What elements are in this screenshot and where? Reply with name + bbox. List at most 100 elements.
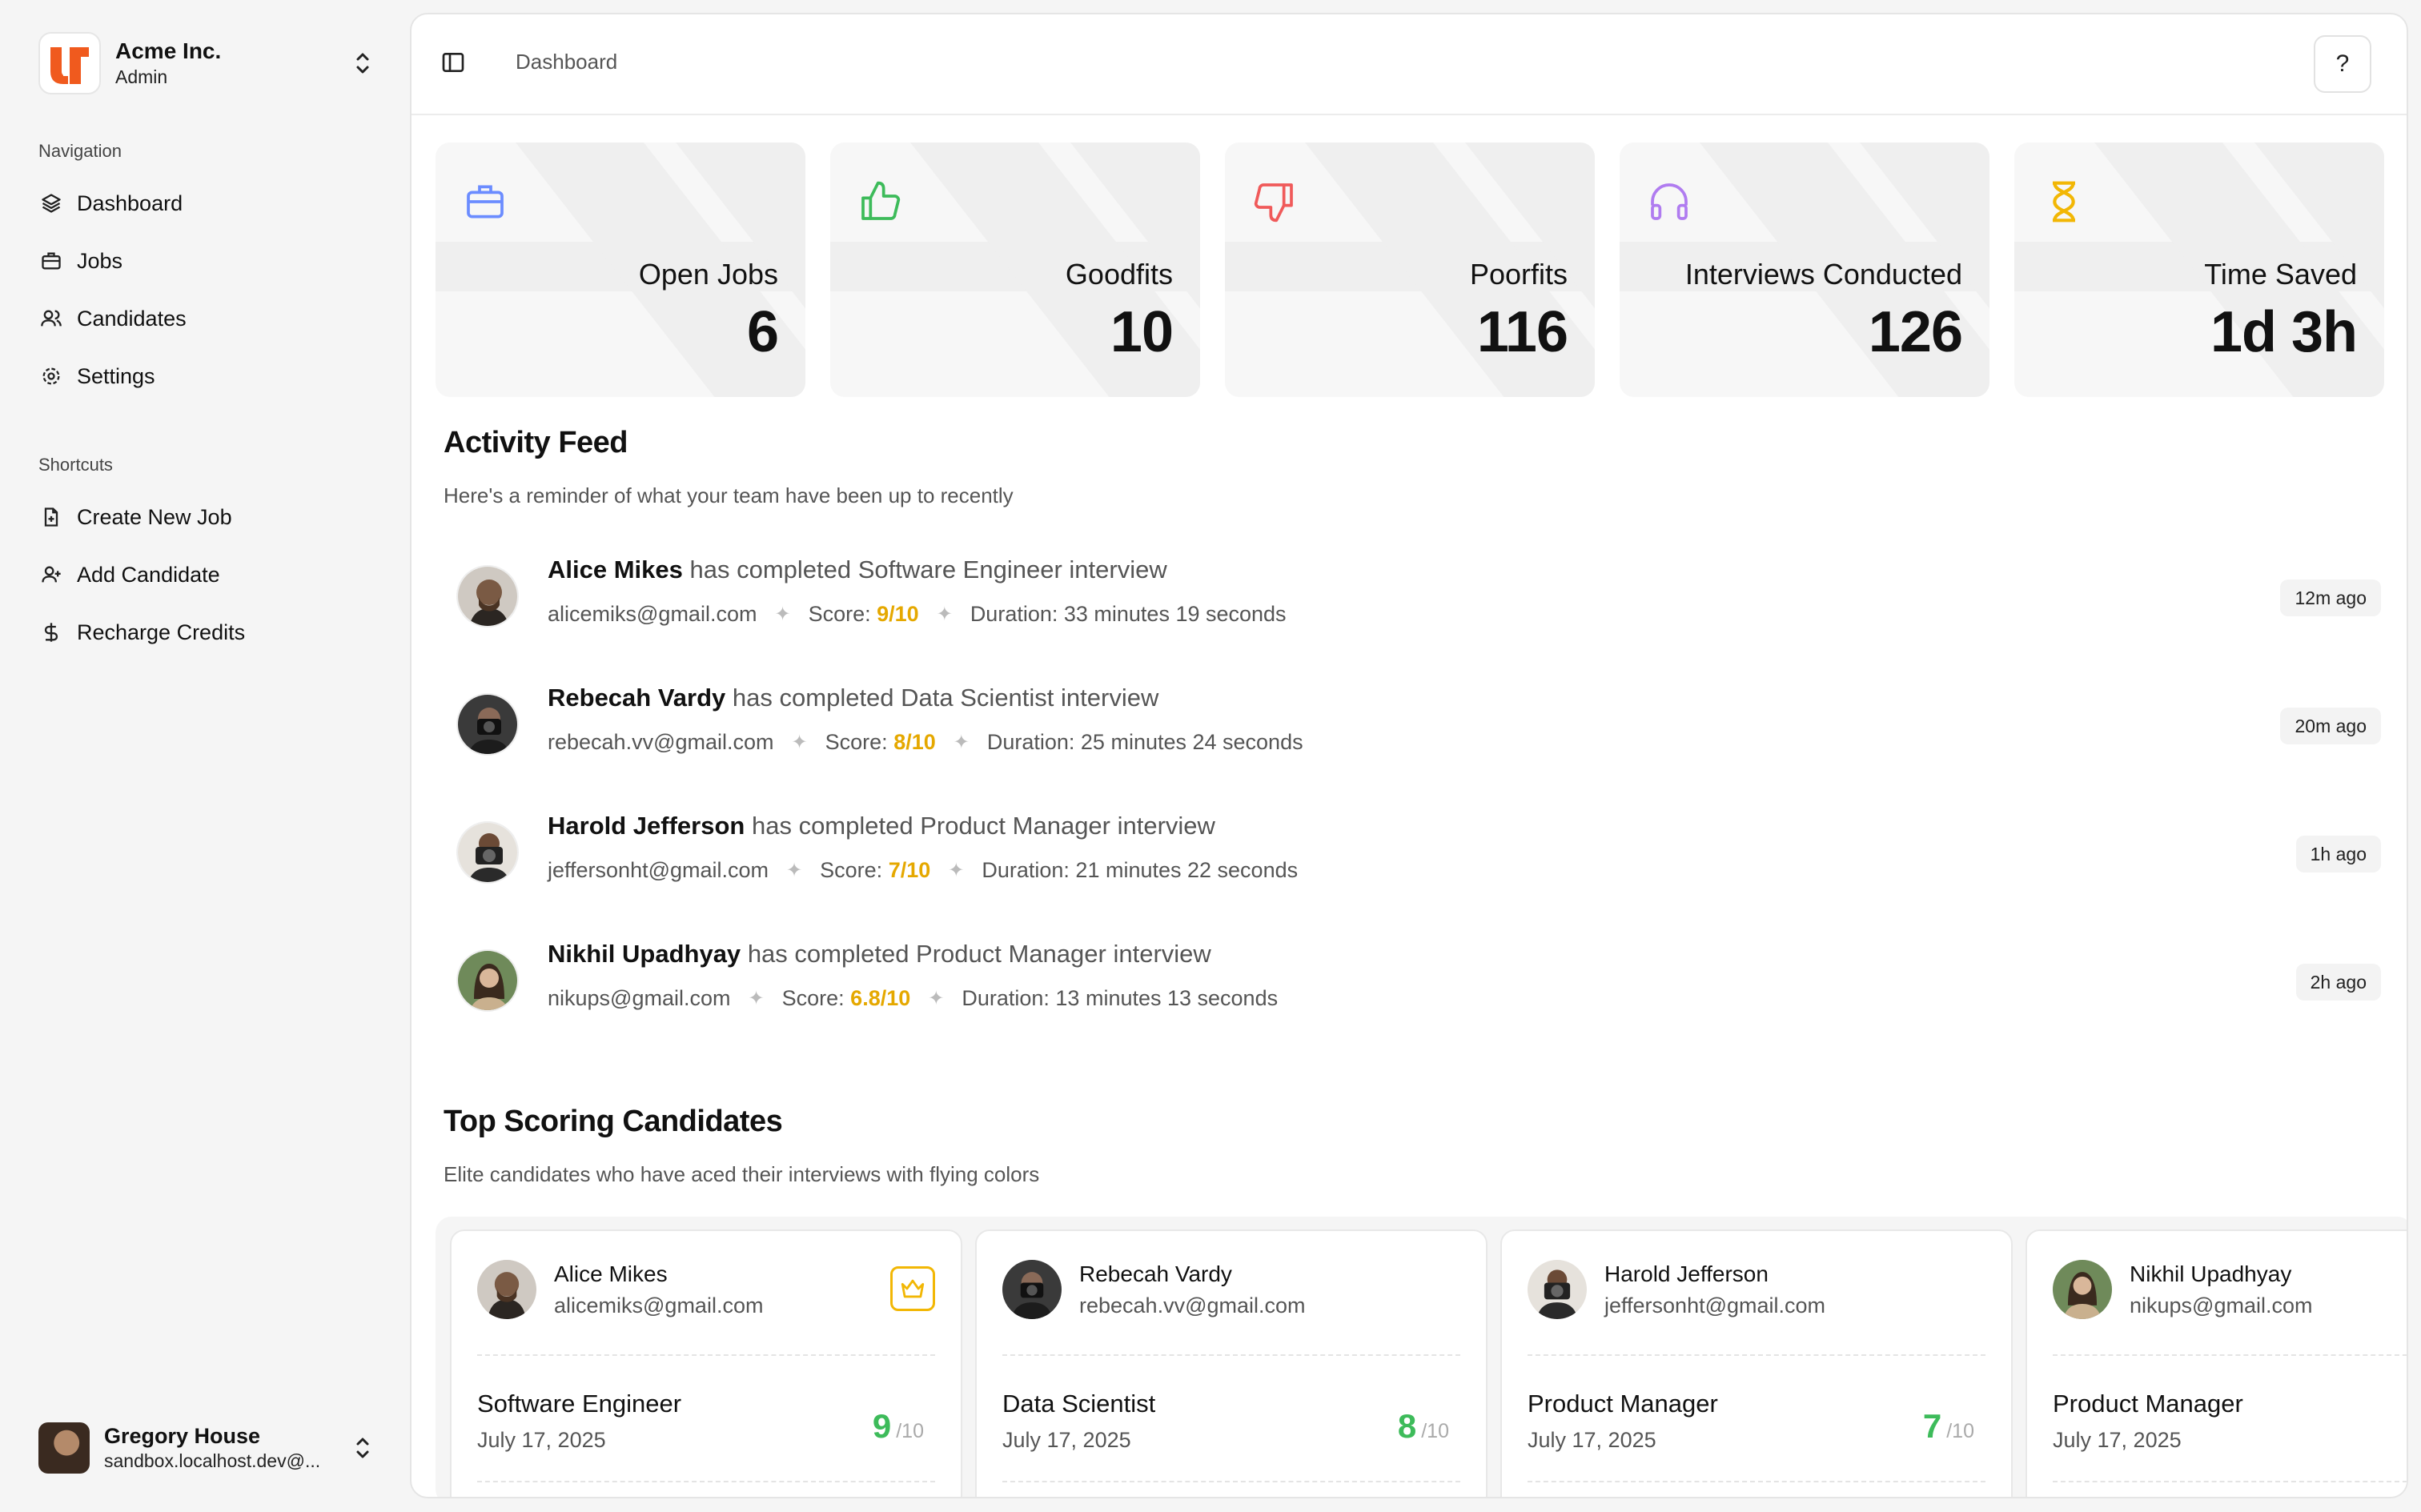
- sparkle-icon: ✦: [928, 988, 945, 1009]
- user-menu[interactable]: Gregory House sandbox.localhost.dev@...: [38, 1422, 375, 1474]
- user-plus-icon: [38, 562, 64, 588]
- shortcuts-section-label: Shortcuts: [38, 455, 113, 475]
- layers-icon: [38, 191, 64, 216]
- score-label: Score:: [781, 986, 845, 1010]
- candidate-card[interactable]: Nikhil Upadhyay nikups@gmail.com Product…: [2026, 1229, 2407, 1497]
- candidate-score: 8/10: [1397, 1407, 1449, 1445]
- activity-item[interactable]: Rebecah Vardy has completed Data Scienti…: [444, 676, 2381, 780]
- activity-name[interactable]: Harold Jefferson: [548, 812, 745, 840]
- sidebar-item-settings[interactable]: Settings: [38, 354, 375, 399]
- candidate-score: 7/10: [1922, 1407, 1974, 1445]
- sidebar-item-label: Settings: [77, 363, 155, 388]
- sidebar-toggle-icon[interactable]: [440, 50, 469, 78]
- stat-value: 126: [1868, 300, 1963, 364]
- activity-name[interactable]: Alice Mikes: [548, 555, 683, 584]
- candidate-card[interactable]: Harold Jefferson jeffersonht@gmail.com P…: [1500, 1229, 2013, 1497]
- activity-score: 6.8/10: [850, 986, 911, 1010]
- avatar: [1002, 1260, 1062, 1319]
- activity-score: 8/10: [893, 730, 936, 754]
- avatar: [456, 693, 519, 756]
- sidebar-item-candidates[interactable]: Candidates: [38, 296, 375, 341]
- chevrons-up-down-icon[interactable]: [351, 1432, 375, 1464]
- candidate-name: Alice Mikes: [554, 1261, 668, 1286]
- main-panel: Dashboard ? Open Jobs 6 Goodfits 10 Poor…: [410, 13, 2408, 1498]
- stat-card-goodfits: Goodfits 10: [830, 142, 1200, 397]
- activity-email: alicemiks@gmail.com: [548, 602, 757, 626]
- nav-section-label: Navigation: [38, 141, 122, 161]
- candidate-role: Product Manager: [2053, 1390, 2243, 1418]
- shortcut-add-candidate[interactable]: Add Candidate: [38, 552, 375, 597]
- candidate-date: July 17, 2025: [1528, 1428, 1656, 1452]
- candidate-card[interactable]: Rebecah Vardy rebecah.vv@gmail.com Data …: [975, 1229, 1488, 1497]
- help-button[interactable]: ?: [2314, 35, 2371, 93]
- activity-duration: Duration: 13 minutes 13 seconds: [962, 986, 1279, 1010]
- sidebar-item-jobs[interactable]: Jobs: [38, 239, 375, 283]
- avatar: [1528, 1260, 1587, 1319]
- sidebar-item-label: Dashboard: [77, 191, 183, 215]
- activity-email: nikups@gmail.com: [548, 986, 731, 1010]
- activity-item[interactable]: Nikhil Upadhyay has completed Product Ma…: [444, 932, 2381, 1036]
- candidate-email: jeffersonht@gmail.com: [1604, 1293, 1826, 1317]
- activity-action: has completed Software Engineer intervie…: [689, 555, 1167, 584]
- top-candidates-title: Top Scoring Candidates: [444, 1105, 783, 1138]
- stat-card-time-saved: Time Saved 1d 3h: [2014, 142, 2384, 397]
- activity-action: has completed Data Scientist interview: [732, 684, 1159, 712]
- activity-score: 9/10: [877, 602, 919, 626]
- stat-card-interviews-conducted: Interviews Conducted 126: [1620, 142, 1989, 397]
- activity-email: jeffersonht@gmail.com: [548, 858, 769, 882]
- activity-action: has completed Product Manager interview: [751, 812, 1215, 840]
- stat-card-open-jobs: Open Jobs 6: [436, 142, 805, 397]
- candidate-email: nikups@gmail.com: [2130, 1293, 2313, 1317]
- candidate-role: Software Engineer: [477, 1390, 682, 1418]
- sidebar-item-label: Candidates: [77, 306, 187, 331]
- candidate-name: Rebecah Vardy: [1079, 1261, 1232, 1286]
- candidate-name: Nikhil Upadhyay: [2130, 1261, 2292, 1286]
- dollar-icon: [38, 620, 64, 645]
- stat-value: 116: [1476, 300, 1568, 364]
- shortcut-recharge-credits[interactable]: Recharge Credits: [38, 610, 375, 655]
- activity-item[interactable]: Alice Mikes has completed Software Engin…: [444, 547, 2381, 652]
- sparkle-icon: ✦: [774, 604, 791, 625]
- sparkle-icon: ✦: [953, 732, 970, 753]
- candidate-date: July 17, 2025: [2053, 1428, 2182, 1452]
- org-switcher[interactable]: Acme Inc. Admin: [38, 32, 375, 94]
- avatar: [456, 565, 519, 628]
- activity-name[interactable]: Nikhil Upadhyay: [548, 940, 741, 968]
- stat-value: 10: [1110, 300, 1174, 364]
- activity-feed-title: Activity Feed: [444, 426, 628, 459]
- stat-value: 1d 3h: [2210, 300, 2358, 364]
- activity-feed-subtitle: Here's a reminder of what your team have…: [444, 483, 1014, 507]
- score-label: Score:: [825, 730, 888, 754]
- stat-label: Goodfits: [1065, 258, 1173, 291]
- avatar: [2053, 1260, 2112, 1319]
- gear-icon: [38, 363, 64, 389]
- breadcrumb[interactable]: Dashboard: [516, 50, 618, 74]
- sparkle-icon: ✦: [791, 732, 808, 753]
- time-badge: 12m ago: [2280, 580, 2381, 616]
- candidate-card[interactable]: Alice Mikes alicemiks@gmail.com Software…: [450, 1229, 962, 1497]
- activity-name[interactable]: Rebecah Vardy: [548, 684, 726, 712]
- avatar: [456, 821, 519, 884]
- avatar: [38, 1422, 90, 1474]
- candidate-date: July 17, 2025: [1002, 1428, 1131, 1452]
- candidate-email: rebecah.vv@gmail.com: [1079, 1293, 1306, 1317]
- briefcase-icon: [463, 179, 511, 227]
- avatar: [477, 1260, 536, 1319]
- users-icon: [38, 306, 64, 331]
- activity-item[interactable]: Harold Jefferson has completed Product M…: [444, 804, 2381, 908]
- time-badge: 2h ago: [2295, 964, 2381, 1001]
- candidate-date: July 17, 2025: [477, 1428, 606, 1452]
- activity-duration: Duration: 25 minutes 24 seconds: [986, 730, 1303, 754]
- chevrons-up-down-icon[interactable]: [351, 47, 375, 79]
- hourglass-icon: [2042, 179, 2090, 227]
- time-badge: 1h ago: [2295, 836, 2381, 872]
- sidebar-item-dashboard[interactable]: Dashboard: [38, 181, 375, 226]
- candidate-email: alicemiks@gmail.com: [554, 1293, 764, 1317]
- shortcut-label: Add Candidate: [77, 562, 220, 587]
- shortcut-label: Recharge Credits: [77, 620, 246, 644]
- stat-label: Interviews Conducted: [1684, 258, 1962, 291]
- score-label: Score:: [808, 602, 871, 626]
- shortcut-create-new-job[interactable]: Create New Job: [38, 495, 375, 539]
- activity-action: has completed Product Manager interview: [747, 940, 1211, 968]
- crown-icon: [890, 1266, 935, 1311]
